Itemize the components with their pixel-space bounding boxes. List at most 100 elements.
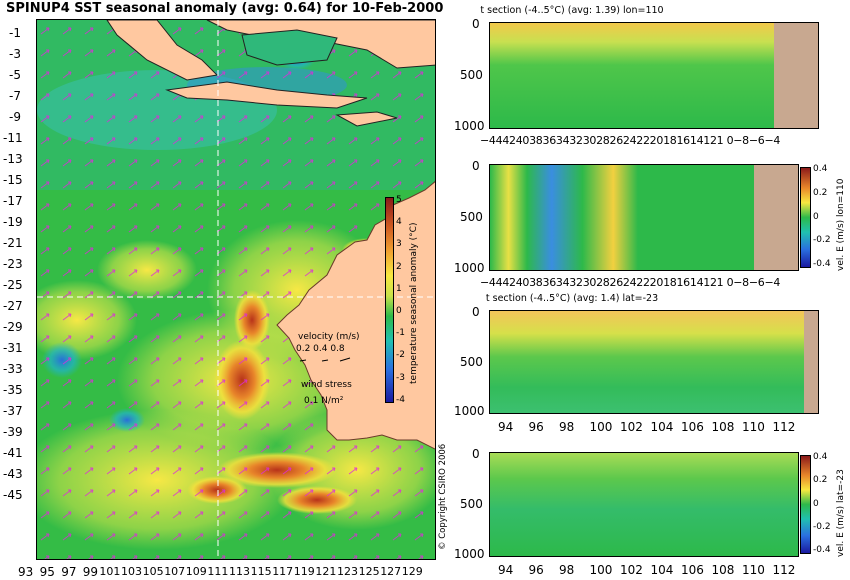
longitude-tick: 93 [18, 565, 34, 579]
latitude-tick: -33 [3, 362, 23, 376]
latitude-tick: -25 [3, 278, 23, 292]
latitude-tick: -35 [3, 383, 23, 397]
velocity-legend-title: velocity (m/s) [298, 332, 360, 342]
section-y-tick: 1000 [454, 118, 485, 133]
section-x-tick: 110 [742, 420, 765, 434]
longitude-tick: 95 [39, 565, 55, 579]
latitude-tick: -15 [3, 173, 23, 187]
map-title: SPINUP4 SST seasonal anomaly (avg: 0.64)… [6, 1, 444, 16]
section-y-tick: 1000 [454, 547, 485, 561]
latitude-tick: -21 [3, 236, 23, 250]
latitude-tick: -9 [9, 110, 21, 124]
velocity-colorbar-tick: -0.2 [813, 521, 831, 532]
velocity-legend-scale: 0.2 0.4 0.8 [296, 344, 345, 354]
section-x-tick: 96 [528, 420, 544, 434]
latitude-tick: -13 [3, 152, 23, 166]
velocity-colorbar-tick: 0 [813, 211, 819, 222]
latitude-tick: -23 [3, 257, 23, 271]
longitude-tick: 121 [315, 565, 337, 578]
section-x-tick: 94 [498, 563, 514, 577]
land-mask [774, 23, 818, 128]
longitude-tick: 111 [207, 565, 229, 578]
section-panel-plot[interactable] [489, 22, 819, 129]
section-y-tick: 0 [472, 17, 480, 31]
latitude-tick: -7 [9, 89, 21, 103]
section-y-tick: 500 [460, 209, 483, 224]
section-x-tick: 94 [498, 420, 514, 434]
map-colorbar-tick: -1 [396, 328, 405, 339]
section-x-tick: 112 [772, 420, 796, 434]
latitude-tick: -5 [9, 68, 21, 82]
longitude-tick: 117 [272, 565, 294, 578]
longitude-tick: 129 [401, 565, 423, 578]
indonesia-landmass [106, 20, 219, 81]
velocity-colorbar [800, 167, 811, 268]
section-panel-plot[interactable] [489, 164, 799, 271]
longitude-tick: 97 [61, 565, 77, 579]
latitude-tick: -41 [3, 446, 23, 460]
map-colorbar-label: temperature seasonal anomaly (°C) [409, 222, 419, 384]
section-x-tick-labels: −44424038363432302826242220181614121 0−8… [480, 134, 781, 147]
latitude-tick: -43 [3, 467, 23, 481]
longitude-tick: 115 [250, 565, 272, 578]
longitude-tick: 127 [380, 565, 402, 578]
section-panel-title: t section (-4..5°C) (avg: 1.39) lon=110 [480, 5, 664, 16]
velocity-colorbar-tick: 0 [813, 498, 819, 509]
section-panel-plot[interactable] [489, 310, 819, 414]
map-colorbar-tick: 0 [396, 306, 402, 316]
latitude-tick: -39 [3, 425, 23, 439]
longitude-tick: 119 [293, 565, 315, 578]
map-colorbar-tick: -2 [396, 350, 405, 361]
latitude-tick: -3 [9, 47, 21, 61]
sst-map-graphic [37, 20, 435, 559]
section-x-tick: 100 [589, 563, 613, 577]
section-x-tick: 108 [711, 563, 735, 577]
section-y-tick: 500 [460, 354, 483, 369]
section-x-tick: 100 [589, 420, 613, 434]
velocity-colorbar-tick: -0.2 [813, 235, 831, 246]
longitude-tick: 109 [185, 565, 207, 578]
section-x-tick: 96 [528, 563, 544, 577]
wind-stress-legend-scale: 0.1 N/m² [304, 396, 344, 406]
land-mask [804, 311, 818, 413]
section-y-tick: 500 [460, 67, 483, 82]
section-x-tick: 104 [650, 563, 674, 577]
section-panel-plot[interactable] [489, 452, 799, 557]
map-colorbar-tick: 2 [396, 261, 402, 272]
wind-stress-legend-title: wind stress [301, 380, 352, 390]
latitude-tick: -11 [3, 131, 23, 145]
longitude-tick: 103 [121, 565, 142, 578]
section-y-tick: 500 [460, 497, 483, 511]
latitude-tick: -45 [3, 488, 23, 502]
longitude-tick: 113 [229, 565, 250, 578]
longitude-tick: 101 [99, 565, 121, 578]
latitude-tick: -27 [3, 299, 23, 313]
longitude-tick: 105 [142, 565, 164, 578]
map-colorbar-tick: 5 [396, 195, 402, 205]
sst-anomaly-map[interactable] [36, 19, 436, 560]
velocity-colorbar-tick: 0.4 [813, 164, 828, 174]
velocity-colorbar-tick: 0.2 [813, 187, 828, 198]
velocity-colorbar-tick: -0.4 [813, 259, 831, 269]
section-x-tick: 104 [650, 420, 674, 434]
section-y-tick: 0 [472, 159, 480, 173]
map-colorbar-tick: -3 [396, 372, 405, 383]
map-colorbar-tick: -4 [396, 394, 405, 405]
latitude-tick: -1 [9, 26, 21, 40]
velocity-colorbar-tick: 0.4 [813, 452, 828, 462]
velocity-colorbar-label: vel. E (m/s) lat=-23 [836, 469, 846, 557]
section-x-tick: 102 [620, 420, 643, 434]
section-x-tick: 112 [772, 563, 796, 577]
section-x-tick: 106 [681, 420, 704, 434]
map-colorbar-tick: 1 [396, 283, 402, 294]
section-x-tick: 106 [681, 563, 704, 577]
longitude-tick: 99 [82, 565, 99, 579]
section-x-tick: 102 [620, 563, 643, 577]
map-colorbar-tick: 4 [396, 217, 402, 228]
latitude-tick: -17 [3, 194, 23, 208]
velocity-colorbar-tick: -0.4 [813, 545, 831, 555]
map-colorbar-tick: 3 [396, 239, 402, 250]
velocity-colorbar-label: vel. E (m/s) lon=110 [836, 178, 846, 271]
velocity-legend-arrows [296, 355, 352, 365]
longitude-tick: 123 [337, 565, 358, 578]
